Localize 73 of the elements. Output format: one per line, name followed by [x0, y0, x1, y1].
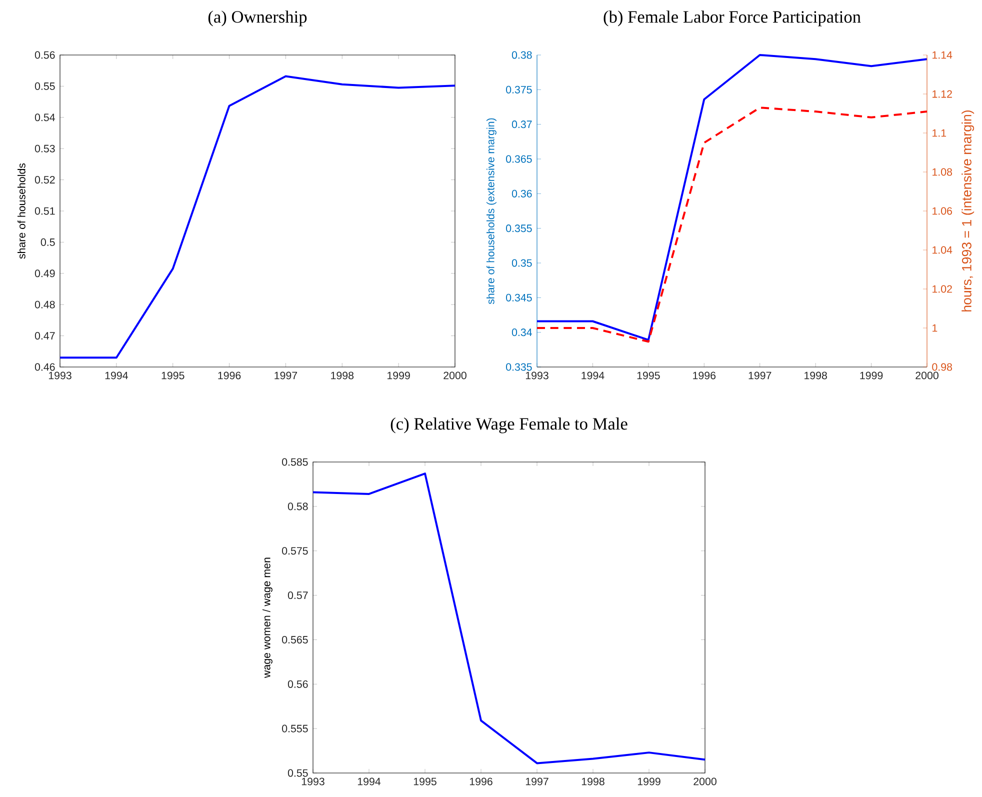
x-tick-label: 1996	[693, 372, 716, 380]
y-tick-label: 0.54	[34, 114, 55, 122]
x-tick-label: 1996	[470, 778, 492, 786]
x-tick-label: 2000	[694, 778, 716, 786]
y2-tick-label: 1.14	[932, 51, 952, 59]
x-tick-label: 1999	[860, 372, 883, 380]
line-series	[59, 75, 456, 359]
y-tick-label: 0.57	[288, 592, 308, 600]
line-series	[536, 106, 928, 343]
x-tick-label: 1995	[414, 778, 436, 786]
x-tick-label: 1999	[638, 778, 660, 786]
y-tick-label: 0.53	[34, 144, 55, 152]
y-tick-label: 0.55	[34, 82, 55, 90]
y2-tick-label: 1.08	[932, 168, 952, 176]
x-tick-label: 1996	[218, 372, 241, 380]
x-tick-label: 2000	[444, 372, 466, 380]
y-tick-label: 0.375	[506, 86, 532, 94]
x-tick-label: 1993	[302, 778, 324, 786]
y-tick-label: 0.49	[34, 270, 55, 278]
y-tick-label: 0.345	[506, 294, 532, 302]
y-tick-label: 0.56	[288, 680, 308, 688]
y-axis-title: share of households (extensive margin)	[486, 118, 496, 304]
y-tick-label: 0.48	[34, 300, 55, 308]
y-tick-label: 0.36	[512, 190, 532, 198]
y-axis-title: wage women / wage men	[262, 558, 272, 678]
y-tick-label: 0.335	[506, 363, 532, 371]
y-tick-label: 0.51	[34, 207, 55, 215]
y-tick-label: 0.55	[288, 769, 308, 777]
y-tick-label: 0.5	[40, 238, 55, 246]
y-axis-title: share of households	[18, 163, 26, 259]
x-tick-label: 1995	[162, 372, 184, 380]
x-tick-label: 1993	[48, 372, 72, 380]
y-tick-label: 0.38	[512, 51, 532, 59]
y-tick-label: 0.58	[288, 502, 308, 510]
x-tick-label: 1998	[804, 372, 827, 380]
y2-tick-label: 1.06	[932, 207, 952, 215]
line-series	[312, 472, 706, 764]
y2-tick-label: 1.12	[932, 90, 952, 98]
y-tick-label: 0.35	[512, 259, 532, 267]
y-tick-label: 0.56	[34, 51, 55, 59]
x-tick-label: 2000	[916, 372, 938, 380]
y-tick-label: 0.575	[282, 547, 308, 555]
y2-axis-title: hours, 1993 = 1 (intensive margin)	[962, 110, 974, 312]
x-tick-label: 1998	[582, 778, 604, 786]
y2-tick-label: 0.98	[932, 363, 952, 371]
y-tick-label: 0.365	[506, 155, 532, 163]
x-tick-label: 1997	[274, 372, 298, 380]
x-tick-label: 1994	[582, 372, 604, 380]
y-tick-label: 0.46	[34, 363, 55, 371]
y-tick-label: 0.47	[34, 332, 55, 340]
y2-tick-label: 1.02	[932, 285, 952, 293]
chart-title: (b) Female Labor Force Participation	[604, 10, 861, 26]
x-tick-label: 1994	[105, 372, 128, 380]
x-tick-label: 1995	[637, 372, 660, 380]
x-tick-label: 1999	[388, 372, 410, 380]
x-tick-label: 1997	[748, 372, 772, 380]
y-tick-label: 0.585	[282, 458, 308, 466]
y-tick-label: 0.34	[512, 328, 532, 336]
line-series	[536, 54, 928, 341]
y2-tick-label: 1	[932, 324, 938, 332]
y2-tick-label: 1.1	[932, 129, 946, 137]
chart-title: (a) Ownership	[208, 10, 307, 26]
x-tick-label: 1997	[526, 778, 548, 786]
x-tick-label: 1993	[526, 372, 548, 380]
y-tick-label: 0.37	[512, 120, 532, 128]
chart-title: (c) Relative Wage Female to Male	[390, 418, 628, 434]
x-tick-label: 1994	[358, 778, 381, 786]
y2-tick-label: 1.04	[932, 246, 952, 254]
y-tick-label: 0.565	[282, 636, 308, 644]
x-tick-label: 1998	[331, 372, 354, 380]
y-tick-label: 0.555	[282, 724, 308, 732]
y-tick-label: 0.355	[506, 224, 532, 232]
y-tick-label: 0.52	[34, 176, 55, 184]
